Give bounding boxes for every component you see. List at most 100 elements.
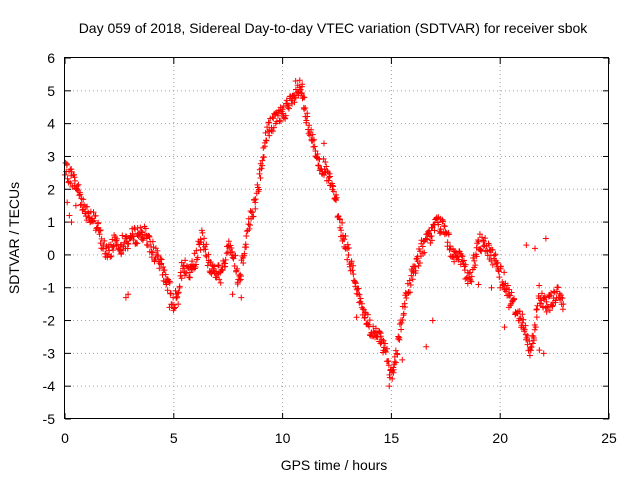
data-point [243, 233, 250, 240]
data-point [336, 216, 343, 223]
data-point [110, 243, 117, 250]
data-point [326, 173, 333, 180]
data-point [421, 249, 428, 256]
data-point [269, 128, 276, 135]
data-point [519, 311, 526, 318]
data-point [311, 136, 318, 143]
data-point [406, 277, 413, 284]
data-point [422, 235, 429, 242]
data-point [380, 344, 387, 351]
data-point [333, 191, 340, 198]
data-point [155, 252, 162, 259]
data-point [559, 295, 566, 302]
data-point [97, 227, 104, 234]
data-point [400, 310, 407, 317]
x-axis-label: GPS time / hours [281, 457, 388, 473]
data-point [237, 271, 244, 278]
data-point [124, 245, 131, 252]
data-point [396, 321, 403, 328]
data-point [349, 267, 356, 274]
data-point [191, 265, 198, 272]
data-point [372, 325, 379, 332]
data-point [313, 154, 320, 161]
data-point [257, 175, 264, 182]
data-point [229, 248, 236, 255]
data-point [166, 304, 173, 311]
data-point [108, 253, 115, 260]
data-point [264, 124, 271, 131]
data-point [202, 246, 209, 253]
data-point [362, 314, 369, 321]
data-point [464, 280, 471, 287]
data-point [398, 319, 405, 326]
data-point [467, 277, 474, 284]
data-point [344, 241, 351, 248]
data-point [306, 122, 313, 129]
data-point [431, 227, 438, 234]
data-point [346, 263, 353, 270]
data-point [492, 251, 499, 258]
data-point [517, 315, 524, 322]
data-point [546, 292, 553, 299]
data-point [68, 219, 75, 226]
data-point [390, 366, 397, 373]
data-point [392, 359, 399, 366]
data-point [412, 263, 419, 270]
data-point [167, 290, 174, 297]
y-tick-label: 5 [47, 83, 55, 99]
x-tick-label: 25 [601, 430, 617, 446]
data-point [501, 324, 508, 331]
data-point [546, 307, 553, 314]
data-point [247, 221, 254, 228]
data-point [392, 347, 399, 354]
data-point [532, 324, 539, 331]
data-point [211, 263, 218, 270]
data-point [341, 236, 348, 243]
data-point [149, 249, 156, 256]
data-point [315, 162, 322, 169]
data-point [321, 172, 328, 179]
data-point [441, 223, 448, 230]
data-point [194, 254, 201, 261]
data-point [386, 383, 393, 390]
data-point [353, 314, 360, 321]
data-point [232, 252, 239, 259]
data-point [64, 199, 71, 206]
data-point [419, 250, 426, 257]
data-point [399, 356, 406, 363]
data-point [382, 348, 389, 355]
data-point [357, 295, 364, 302]
data-point [154, 247, 161, 254]
data-point [85, 214, 92, 221]
data-point [265, 119, 272, 126]
data-point [516, 315, 523, 322]
data-series-sbok [62, 77, 567, 390]
data-point [531, 326, 538, 333]
data-point [475, 238, 482, 245]
data-point [146, 233, 153, 240]
data-point [76, 192, 83, 199]
data-point [364, 311, 371, 318]
data-point [270, 115, 277, 122]
data-point [260, 153, 267, 160]
data-point [524, 341, 531, 348]
data-point [503, 285, 510, 292]
data-point [243, 244, 250, 251]
data-point [299, 81, 306, 88]
data-point [89, 218, 96, 225]
data-point [216, 276, 223, 283]
data-point [275, 107, 282, 114]
data-point [404, 280, 411, 287]
data-point [62, 171, 69, 178]
data-point [175, 289, 182, 296]
data-point [186, 274, 193, 281]
data-point [338, 227, 345, 234]
data-point [377, 340, 384, 347]
data-point [228, 245, 235, 252]
data-point [508, 289, 515, 296]
data-point [107, 253, 114, 260]
data-point [472, 262, 479, 269]
data-point [148, 254, 155, 261]
data-point [259, 162, 266, 169]
data-point [459, 253, 466, 260]
